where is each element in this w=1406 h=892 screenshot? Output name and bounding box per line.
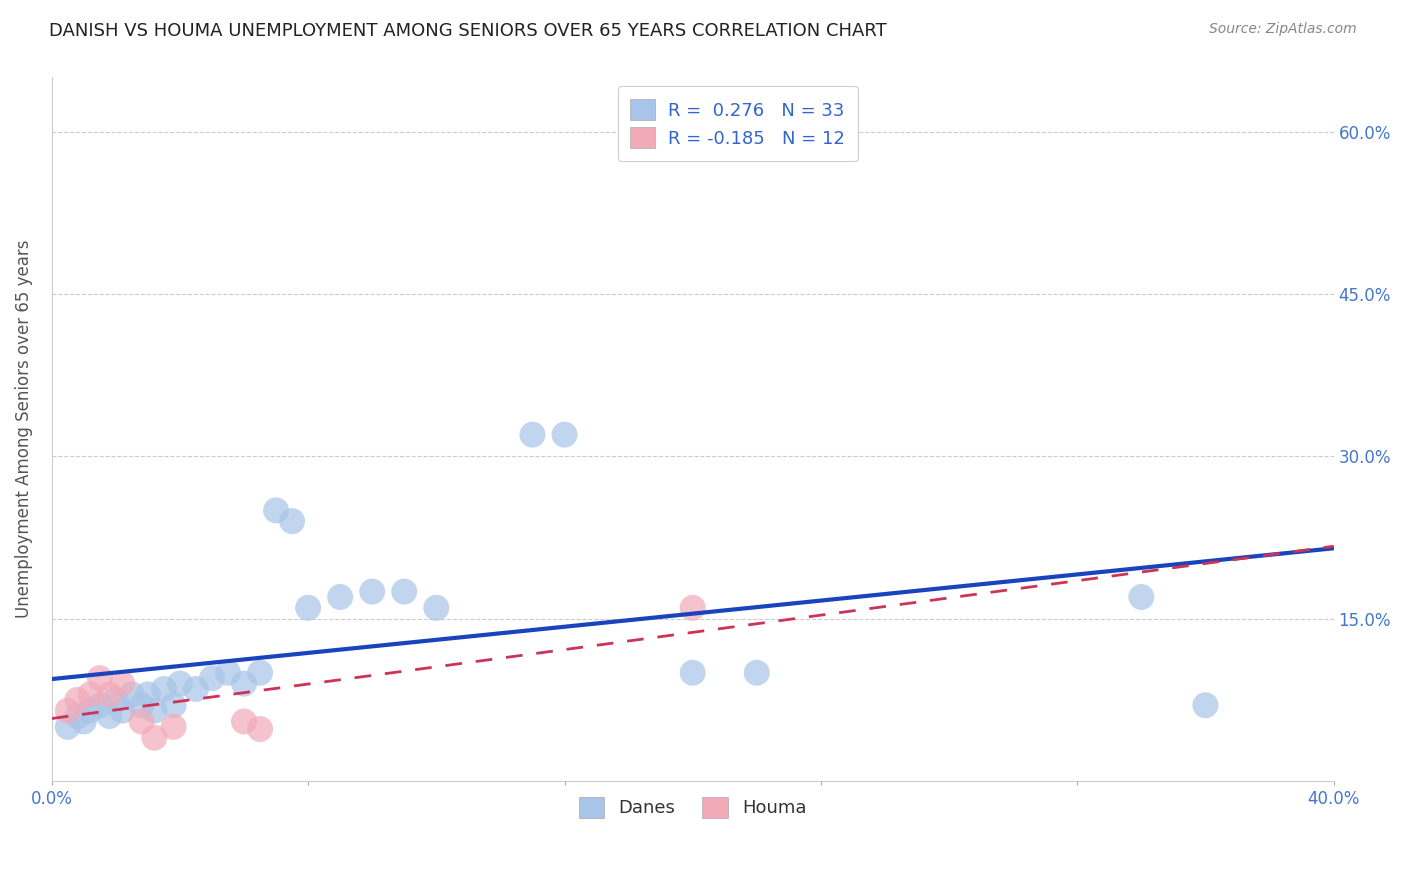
Point bbox=[143, 704, 166, 718]
Point bbox=[98, 709, 121, 723]
Point bbox=[169, 676, 191, 690]
Point bbox=[522, 427, 544, 442]
Point bbox=[394, 584, 416, 599]
Point bbox=[121, 687, 143, 701]
Point bbox=[233, 714, 256, 729]
Point bbox=[217, 665, 239, 680]
Point bbox=[249, 665, 271, 680]
Point bbox=[143, 731, 166, 745]
Point bbox=[1194, 698, 1216, 713]
Point bbox=[131, 698, 153, 713]
Point bbox=[249, 722, 271, 736]
Point bbox=[162, 698, 184, 713]
Point bbox=[361, 584, 384, 599]
Point bbox=[111, 704, 134, 718]
Point bbox=[425, 600, 447, 615]
Point bbox=[184, 681, 207, 696]
Point bbox=[745, 665, 768, 680]
Point bbox=[131, 714, 153, 729]
Point bbox=[264, 503, 287, 517]
Point bbox=[89, 698, 111, 713]
Point bbox=[56, 720, 79, 734]
Point bbox=[162, 720, 184, 734]
Point bbox=[233, 676, 256, 690]
Point bbox=[153, 681, 176, 696]
Point bbox=[79, 704, 101, 718]
Text: Source: ZipAtlas.com: Source: ZipAtlas.com bbox=[1209, 22, 1357, 37]
Point bbox=[66, 709, 89, 723]
Text: DANISH VS HOUMA UNEMPLOYMENT AMONG SENIORS OVER 65 YEARS CORRELATION CHART: DANISH VS HOUMA UNEMPLOYMENT AMONG SENIO… bbox=[49, 22, 887, 40]
Point bbox=[66, 693, 89, 707]
Point bbox=[104, 693, 127, 707]
Point bbox=[281, 514, 304, 528]
Point bbox=[297, 600, 319, 615]
Point bbox=[682, 600, 704, 615]
Point bbox=[111, 676, 134, 690]
Point bbox=[1130, 590, 1153, 604]
Point bbox=[201, 671, 224, 685]
Point bbox=[79, 687, 101, 701]
Point bbox=[98, 687, 121, 701]
Point bbox=[56, 704, 79, 718]
Point bbox=[73, 714, 96, 729]
Point bbox=[329, 590, 352, 604]
Point bbox=[89, 671, 111, 685]
Point bbox=[553, 427, 575, 442]
Legend: Danes, Houma: Danes, Houma bbox=[571, 789, 814, 825]
Y-axis label: Unemployment Among Seniors over 65 years: Unemployment Among Seniors over 65 years bbox=[15, 240, 32, 618]
Point bbox=[682, 665, 704, 680]
Point bbox=[136, 687, 159, 701]
